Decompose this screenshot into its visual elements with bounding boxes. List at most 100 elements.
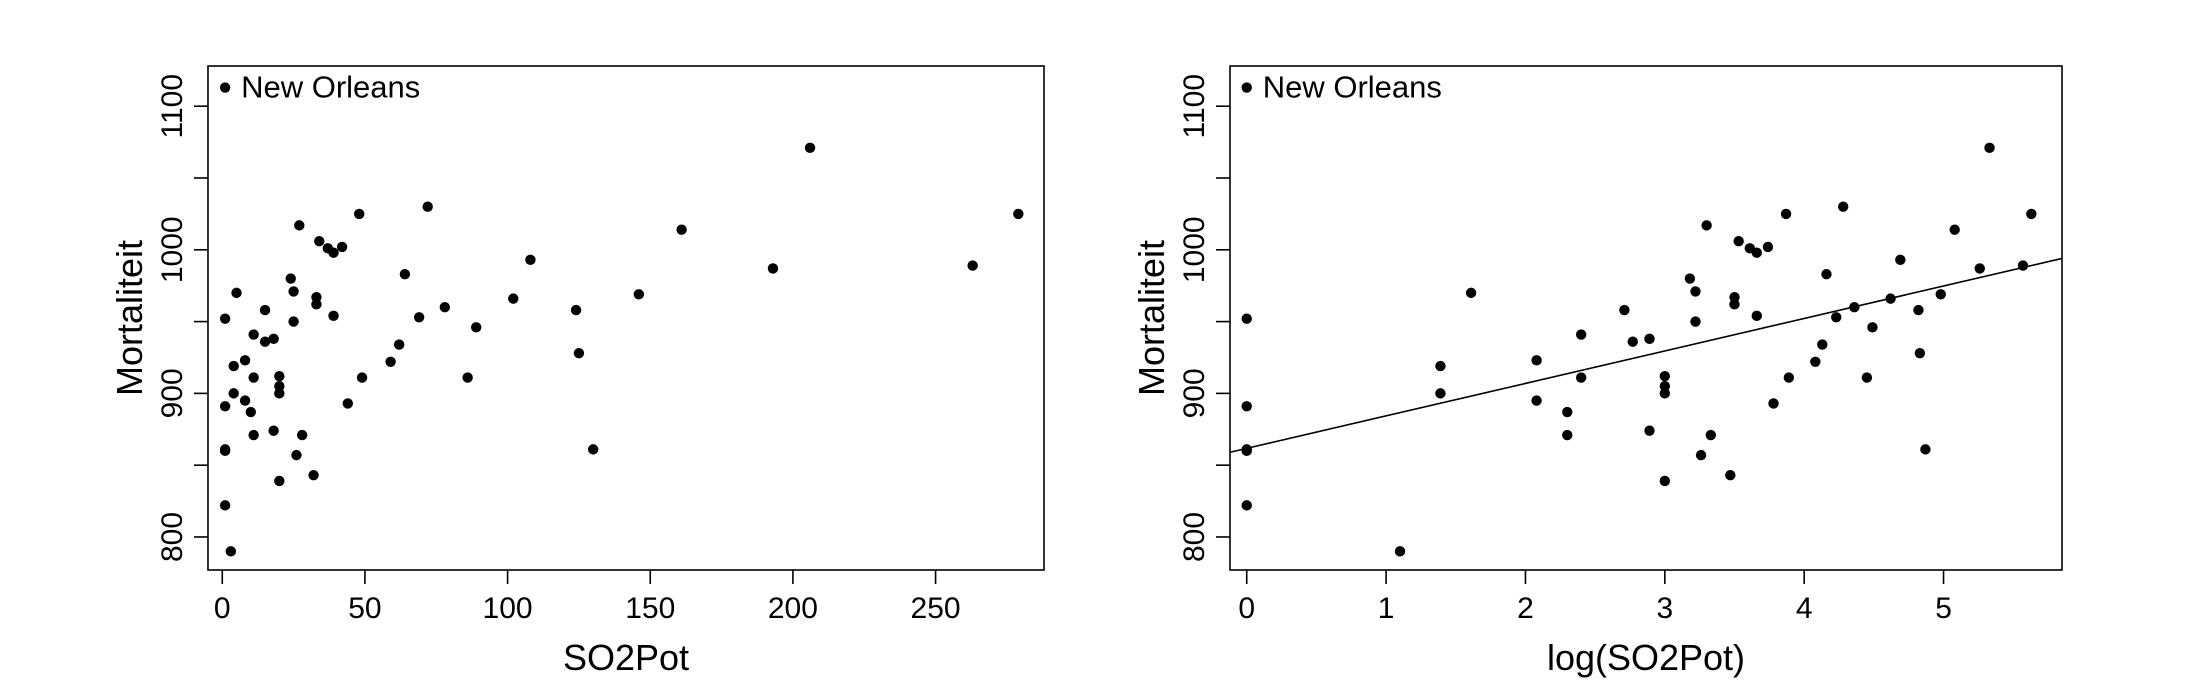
data-point: [1659, 370, 1671, 382]
data-point: [1241, 445, 1252, 457]
data-point: [1810, 356, 1821, 367]
x-tick-label: 5: [1935, 592, 1952, 625]
x-tick-label: 3: [1656, 592, 1673, 625]
x-tick-label: 4: [1796, 592, 1813, 625]
data-point: [1729, 291, 1740, 303]
data-point: [1575, 329, 1587, 340]
data-point: [1913, 304, 1924, 316]
data-point: [1644, 333, 1655, 345]
data-point: [525, 254, 536, 266]
data-point: [1695, 449, 1707, 461]
y-axis-label: Mortaliteit: [1131, 240, 1172, 396]
data-point: [285, 273, 296, 284]
data-point: [219, 313, 231, 324]
data-point: [248, 372, 259, 383]
data-point: [1644, 425, 1655, 436]
data-point: [399, 269, 411, 280]
data-point: [1895, 254, 1906, 266]
plot-frame: [207, 65, 1045, 571]
data-point: [1821, 269, 1832, 280]
data-point: [239, 395, 251, 406]
data-point: [1751, 247, 1762, 258]
data-point: [354, 208, 365, 220]
data-point: [291, 449, 302, 461]
data-point: [1531, 355, 1542, 366]
data-point: [573, 347, 585, 359]
data-point: [1817, 339, 1828, 350]
y-tick-label: 1100: [156, 74, 189, 139]
data-point: [676, 224, 687, 235]
regression-line: [1229, 257, 2063, 454]
data-point: [1562, 406, 1573, 418]
data-point: [1241, 313, 1252, 324]
data-point: [1831, 312, 1842, 323]
data-point: [288, 286, 299, 297]
data-point: [633, 289, 645, 300]
data-point: [413, 312, 425, 323]
data-point: [1861, 372, 1873, 383]
x-tick-label: 0: [214, 592, 231, 625]
data-point: [225, 546, 237, 557]
data-point: [1867, 322, 1878, 333]
data-point: [228, 388, 239, 399]
x-tick-label: 2: [1517, 592, 1534, 625]
y-tick-label: 800: [1178, 512, 1211, 562]
data-point: [439, 302, 451, 313]
data-point: [1949, 224, 1960, 235]
data-point: [422, 201, 433, 212]
data-point: [328, 247, 339, 258]
data-point: [1701, 220, 1712, 231]
data-point: [471, 322, 482, 333]
data-point: [1690, 316, 1701, 327]
data-point: [1241, 401, 1252, 412]
data-point: [1394, 546, 1406, 557]
x-tick-label: 100: [483, 592, 533, 625]
y-tick-label: 1000: [156, 216, 189, 283]
data-point: [767, 263, 779, 274]
data-point: [967, 260, 978, 271]
data-point: [228, 360, 239, 372]
data-point: [274, 388, 285, 399]
data-point: [1768, 398, 1779, 409]
data-point: [1241, 500, 1252, 511]
data-point: [1435, 388, 1446, 399]
y-tick-label: 800: [156, 512, 189, 562]
data-point: [245, 406, 256, 418]
data-point: [248, 429, 259, 441]
y-axis-label: Mortaliteit: [109, 240, 150, 396]
data-point: [1659, 475, 1671, 487]
x-tick-label: 250: [911, 592, 961, 625]
x-tick-label: 200: [768, 592, 818, 625]
data-point: [274, 370, 285, 382]
data-point: [1914, 347, 1926, 359]
x-tick-label: 0: [1238, 592, 1255, 625]
data-point: [1690, 286, 1701, 297]
data-point: [1849, 302, 1860, 313]
data-point: [268, 425, 279, 436]
data-point: [570, 304, 582, 316]
data-point: [508, 293, 519, 304]
y-tick-label: 900: [156, 368, 189, 418]
data-point: [804, 142, 816, 154]
data-point: [1725, 470, 1736, 481]
data-point: [385, 356, 396, 367]
data-point: [1935, 289, 1946, 300]
data-point: [1627, 336, 1638, 347]
data-point: [314, 235, 325, 247]
y-tick-label: 1000: [1178, 216, 1211, 283]
x-axis-label: SO2Pot: [563, 637, 689, 678]
scatter-panel-log-so2pot: 0 1 2 3 4 5 800 900 1000 1100 log(SO2Pot) Mortalite…: [1131, 65, 2063, 678]
x-tick-label: 50: [348, 592, 381, 625]
data-point: [1729, 299, 1740, 310]
x-tick-label: 150: [625, 592, 675, 625]
data-point: [1465, 287, 1477, 299]
data-point: [1562, 429, 1573, 441]
data-point: [1619, 304, 1630, 316]
data-point: [328, 310, 339, 322]
x-tick-label: 1: [1378, 592, 1395, 625]
data-point: [1974, 263, 1985, 274]
x-axis-label: log(SO2Pot): [1547, 637, 1745, 678]
data-point: [1705, 429, 1717, 441]
data-point: [1837, 201, 1849, 212]
